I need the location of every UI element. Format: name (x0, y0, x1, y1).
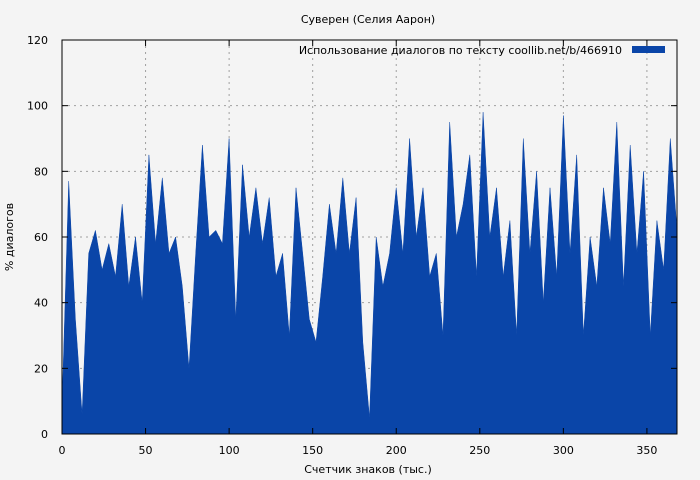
legend-label: Использование диалогов по тексту coollib… (299, 44, 622, 57)
series-area (61, 112, 678, 435)
x-tick-label: 300 (553, 444, 574, 457)
y-tick-label: 60 (34, 231, 48, 244)
x-tick-label: 200 (386, 444, 407, 457)
x-tick-label: 50 (139, 444, 153, 457)
axes: 0 20 40 60 80 100 120 0 50 100 150 200 250 300 350 (27, 34, 678, 457)
x-tick-label: 350 (636, 444, 657, 457)
y-tick-label: 40 (34, 297, 48, 310)
plot-area (61, 112, 678, 435)
y-tick-label: 0 (41, 428, 48, 441)
legend: Использование диалогов по тексту coollib… (299, 44, 665, 57)
x-tick-label: 100 (219, 444, 240, 457)
x-axis-label: Счетчик знаков (тыс.) (304, 463, 432, 476)
y-tick-label: 20 (34, 362, 48, 375)
y-tick-label: 80 (34, 165, 48, 178)
x-tick-label: 0 (59, 444, 66, 457)
y-tick-label: 100 (27, 100, 48, 113)
x-tick-label: 250 (469, 444, 490, 457)
y-axis-label: % диалогов (3, 203, 16, 271)
legend-swatch (632, 46, 665, 53)
chart-title: Суверен (Селия Аарон) (301, 13, 435, 26)
x-tick-label: 150 (302, 444, 323, 457)
y-tick-label: 120 (27, 34, 48, 47)
